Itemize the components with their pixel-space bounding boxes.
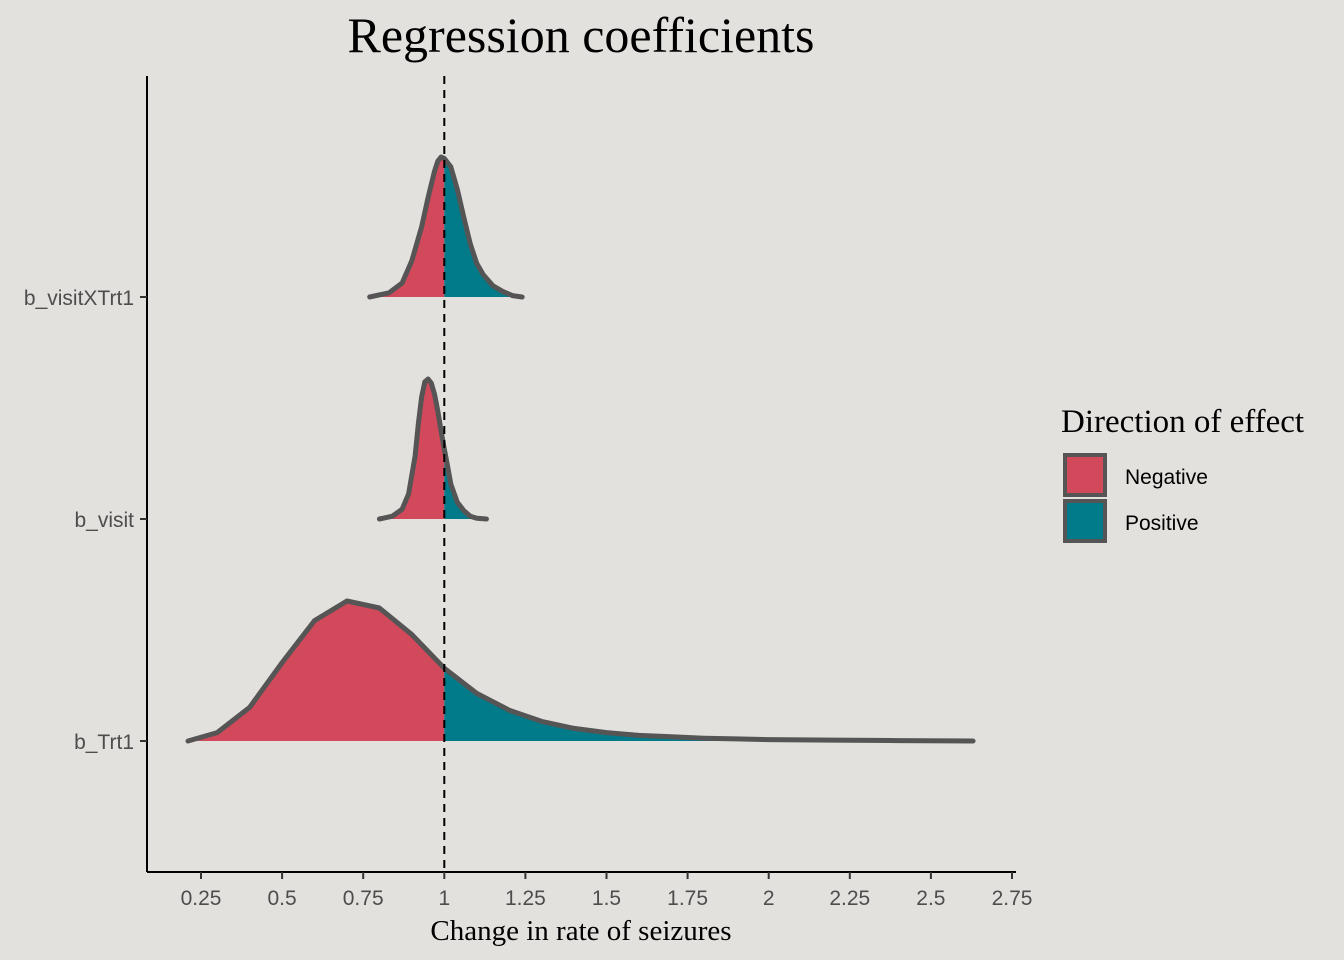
density-positive-area — [444, 158, 523, 297]
legend-label-positive: Positive — [1125, 512, 1199, 535]
density-outline — [185, 598, 976, 744]
x-tick-label: 1 — [438, 887, 450, 910]
x-tick-label: 0.25 — [181, 887, 222, 910]
y-tick-label: b_visitXTrt1 — [24, 287, 134, 310]
x-tick-label: 1.25 — [505, 887, 546, 910]
x-tick-label: 2.5 — [916, 887, 945, 910]
x-tick-label: 1.5 — [592, 887, 621, 910]
legend-title: Direction of effect — [1061, 404, 1304, 440]
x-tick-label: 0.5 — [267, 887, 296, 910]
density-outline — [376, 376, 489, 522]
chart-title: Regression coefficients — [348, 7, 815, 63]
density-negative-area — [369, 157, 445, 297]
y-tick-label: b_Trt1 — [74, 731, 134, 754]
density-negative-area — [379, 379, 445, 519]
y-axis-ticks: b_visitXTrt1 b_visit b_Trt1 — [24, 287, 147, 754]
y-tick-label: b_visit — [74, 509, 134, 532]
x-tick-label: 2.25 — [829, 887, 870, 910]
legend-label-negative: Negative — [1125, 466, 1208, 489]
legend: Direction of effect Negative Positive — [1061, 404, 1304, 543]
x-axis-title: Change in rate of seizures — [430, 915, 731, 947]
x-tick-label: 2.75 — [992, 887, 1033, 910]
legend-swatch-positive — [1063, 499, 1107, 543]
legend-entries: Negative Positive — [1063, 453, 1208, 543]
ridge-b_Trt1 — [185, 598, 976, 744]
x-tick-label: 1.75 — [667, 887, 708, 910]
legend-swatch-negative — [1063, 453, 1107, 497]
ridge-b_visit — [376, 376, 489, 522]
x-tick-label: 2 — [763, 887, 775, 910]
density-ridges — [185, 154, 976, 744]
density-positive-area — [444, 668, 974, 741]
x-axis-ticks: 0.25 0.5 0.75 1 1.25 1.5 1.75 2 2.25 2.5 2.75 — [181, 872, 1033, 910]
x-tick-label: 0.75 — [343, 887, 384, 910]
density-outline — [367, 154, 525, 300]
ridge-b_visitXTrt1 — [367, 154, 525, 300]
